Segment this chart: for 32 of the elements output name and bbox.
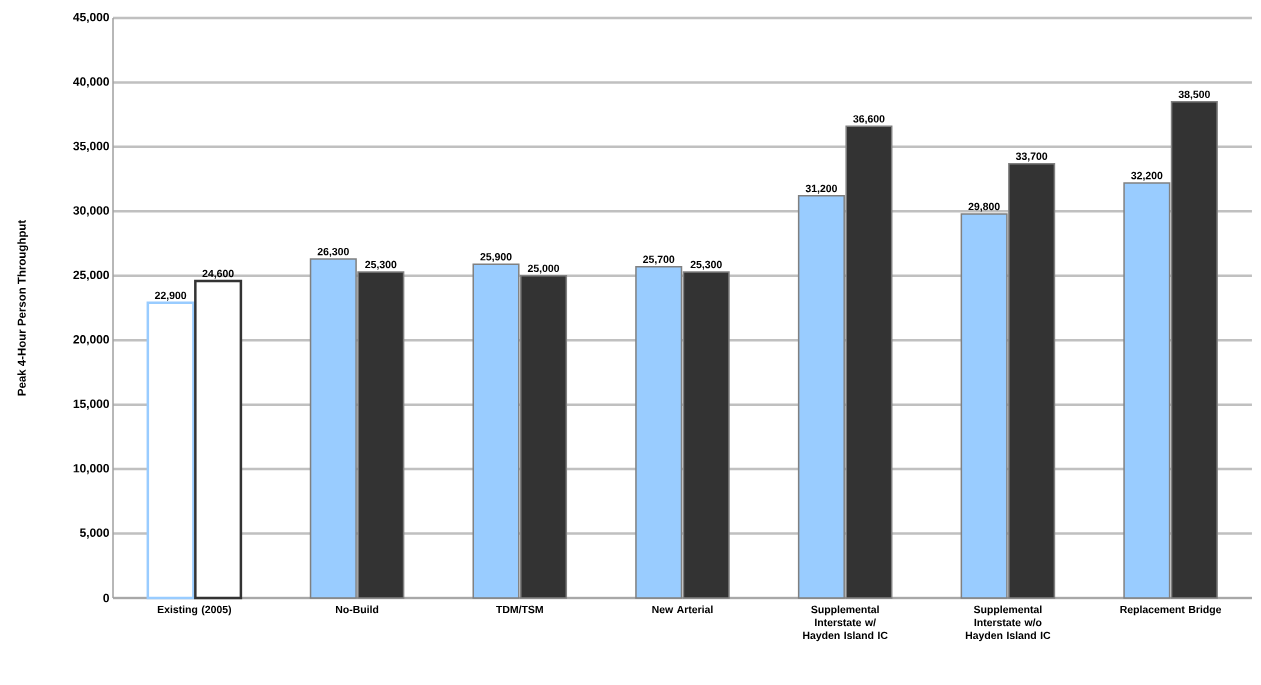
data-label: 33,700	[1015, 152, 1048, 162]
y-tick-label: 10,000	[73, 464, 109, 475]
y-tick-label: 0	[103, 593, 109, 603]
data-label: 25,000	[527, 264, 560, 274]
y-tick-label: 40,000	[73, 77, 109, 88]
y-tick-label: 35,000	[73, 141, 109, 152]
y-tick-label: 5,000	[79, 528, 109, 539]
data-label: 22,900	[154, 291, 187, 301]
x-tick-label: Existing (2005)	[157, 605, 232, 616]
data-label: 26,300	[317, 247, 349, 257]
y-axis-title: Peak 4-Hour Person Throughput	[17, 219, 29, 396]
y-tick-label: 15,000	[73, 399, 109, 410]
x-tick-label: No-Build	[335, 605, 379, 614]
y-tick-label: 45,000	[73, 12, 109, 24]
data-label: 25,300	[365, 260, 397, 270]
y-tick-label: 25,000	[73, 270, 109, 281]
data-label: 25,700	[643, 255, 675, 265]
data-label: 24,600	[202, 269, 234, 279]
x-tick-label: TDM/TSM	[496, 605, 543, 614]
x-tick-label: Supplemental Interstate w/o Hayden Island IC	[965, 605, 1051, 642]
x-tick-label: Replacement Bridge	[1120, 605, 1222, 616]
data-label: 25,300	[690, 260, 722, 270]
x-tick-label: New Arterial	[652, 605, 713, 614]
data-label: 25,900	[480, 253, 512, 262]
x-tick-label: Supplemental Interstate w/ Hayden Island IC	[803, 605, 888, 642]
y-tick-label: 30,000	[73, 206, 109, 217]
data-label: 31,200	[805, 184, 837, 194]
data-label: 32,200	[1131, 171, 1163, 181]
data-label: 29,800	[968, 202, 1000, 212]
data-label: 36,600	[853, 115, 885, 125]
y-tick-label: 20,000	[73, 335, 109, 346]
data-label: 38,500	[1178, 90, 1210, 100]
